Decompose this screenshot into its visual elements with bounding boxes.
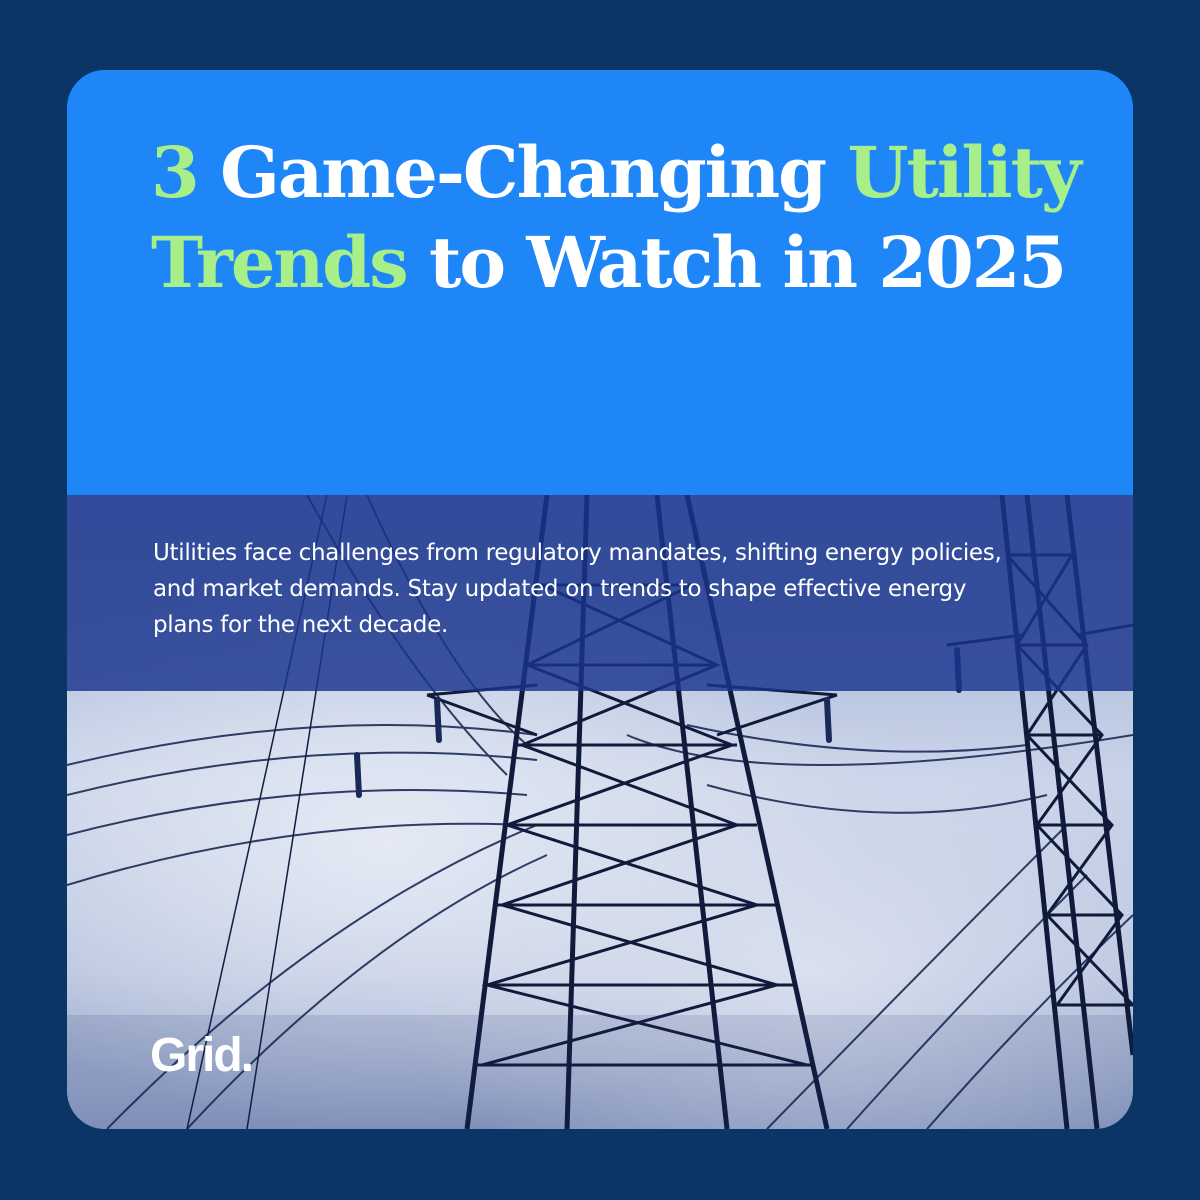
- headline-highlight: Utility Trends: [151, 131, 1082, 304]
- headline-number: 3: [151, 131, 200, 214]
- headline-text-2: to Watch in 2025: [406, 221, 1067, 304]
- intro-text: Utilities face challenges from regulator…: [153, 540, 1002, 638]
- headline: 3 Game-Changing Utility Trends to Watch …: [151, 128, 1082, 308]
- headline-text-1: Game-Changing: [197, 131, 848, 214]
- grid-logo: Grid.: [150, 1029, 254, 1082]
- post-card: 3 Game-Changing Utility Trends to Watch …: [67, 70, 1133, 1129]
- hero-panel: 3 Game-Changing Utility Trends to Watch …: [67, 70, 1133, 495]
- intro-band: Utilities face challenges from regulator…: [67, 495, 1133, 691]
